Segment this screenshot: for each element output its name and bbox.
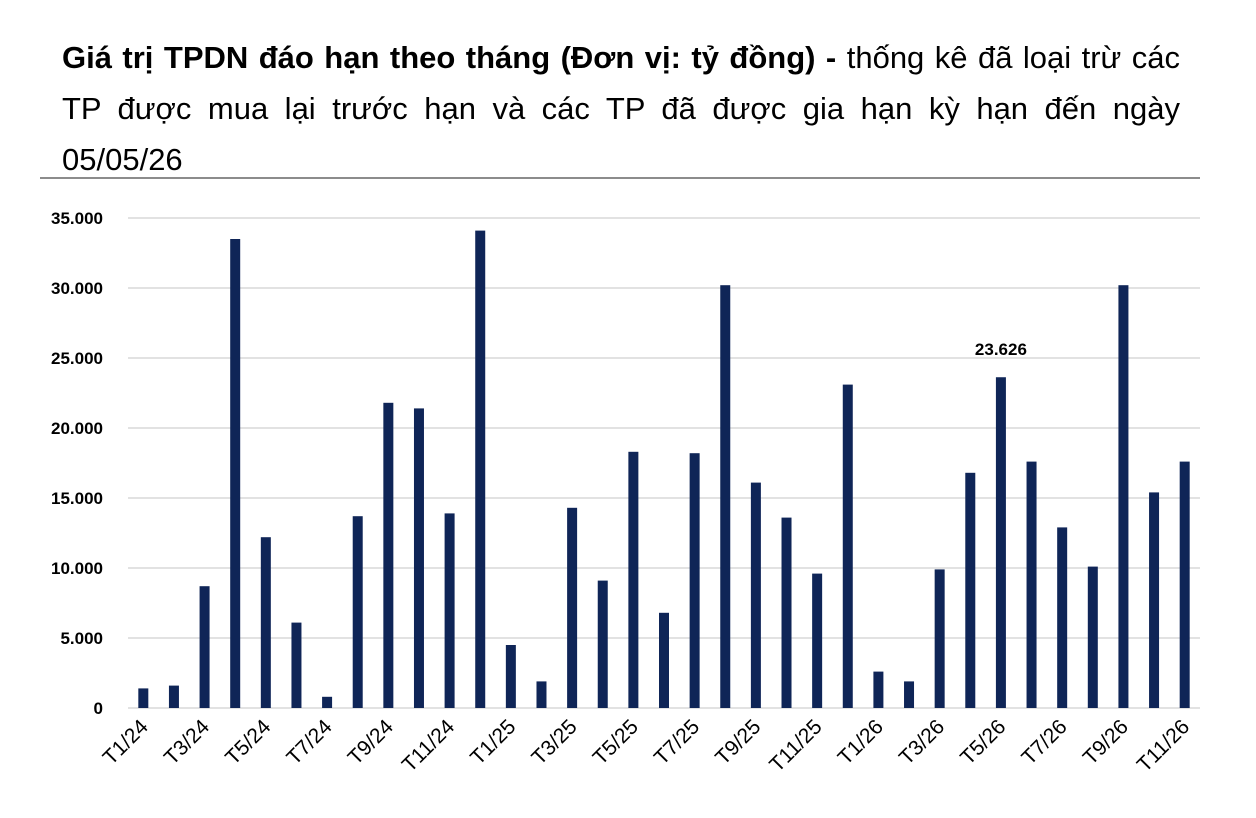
bar bbox=[628, 451, 639, 708]
y-tick-label: 0 bbox=[94, 699, 103, 718]
bar bbox=[781, 517, 792, 708]
bar bbox=[260, 537, 271, 708]
bar bbox=[352, 516, 363, 708]
x-tick-label: T7/26 bbox=[1017, 715, 1071, 769]
x-tick-label: T3/26 bbox=[895, 715, 949, 769]
x-tick-label: T7/25 bbox=[650, 715, 704, 769]
bar bbox=[138, 688, 149, 708]
bar bbox=[995, 377, 1006, 708]
x-tick-label: T5/25 bbox=[589, 715, 643, 769]
x-tick-label: T5/24 bbox=[221, 715, 275, 769]
bar bbox=[597, 580, 608, 708]
bar bbox=[291, 622, 302, 708]
x-tick-label: T1/24 bbox=[99, 715, 153, 769]
bar bbox=[383, 402, 394, 708]
bar bbox=[505, 645, 516, 708]
bar bbox=[1026, 461, 1037, 708]
y-tick-label: 15.000 bbox=[51, 489, 103, 508]
bar bbox=[322, 696, 333, 708]
bar bbox=[475, 230, 486, 708]
bar bbox=[750, 482, 761, 708]
y-tick-label: 20.000 bbox=[51, 419, 103, 438]
x-tick-label: T5/26 bbox=[956, 715, 1010, 769]
bar bbox=[1087, 566, 1098, 708]
x-tick-label: T11/24 bbox=[398, 715, 460, 777]
bar bbox=[230, 239, 241, 708]
bar bbox=[904, 681, 915, 708]
bar bbox=[689, 453, 700, 708]
x-tick-label: T3/24 bbox=[160, 715, 214, 769]
bar bbox=[873, 671, 884, 708]
y-tick-label: 30.000 bbox=[51, 279, 103, 298]
bar bbox=[965, 472, 976, 708]
bar bbox=[444, 513, 455, 708]
bar bbox=[168, 685, 179, 708]
y-tick-label: 10.000 bbox=[51, 559, 103, 578]
bar bbox=[842, 384, 853, 708]
x-tick-label: T9/24 bbox=[344, 715, 398, 769]
y-tick-label: 5.000 bbox=[60, 629, 103, 648]
bar bbox=[567, 507, 578, 708]
bar bbox=[413, 408, 424, 708]
chart-title: Giá trị TPDN đáo hạn theo tháng (Đơn vị:… bbox=[62, 40, 837, 75]
x-tick-label: T9/25 bbox=[711, 715, 765, 769]
x-tick-label: T11/25 bbox=[765, 715, 826, 776]
bar bbox=[1149, 492, 1160, 708]
bar bbox=[659, 612, 669, 708]
x-tick-label: T7/24 bbox=[282, 715, 336, 769]
bar bbox=[1057, 527, 1068, 708]
x-tick-label: T1/26 bbox=[834, 715, 888, 769]
y-tick-label: 25.000 bbox=[51, 349, 103, 368]
bar bbox=[1118, 285, 1129, 708]
chart-subtitle: thống kê đã loại trừ các TP được mua lại… bbox=[62, 40, 1180, 177]
bar bbox=[812, 573, 823, 708]
x-tick-label: T1/25 bbox=[466, 715, 520, 769]
bar bbox=[720, 285, 731, 708]
y-axis-labels: 0 5.000 10.000 15.000 20.000 25.000 30.000 35.0… bbox=[51, 209, 103, 718]
x-tick-label: T9/26 bbox=[1079, 715, 1133, 769]
y-tick-label: 35.000 bbox=[51, 209, 103, 228]
x-tick-label: T11/26 bbox=[1133, 715, 1194, 776]
bar bbox=[536, 681, 547, 708]
bar bbox=[934, 569, 945, 708]
bar bbox=[1179, 461, 1190, 708]
bar bbox=[199, 586, 210, 708]
x-tick-label: T3/25 bbox=[527, 715, 581, 769]
value-label: 23.626 bbox=[975, 340, 1027, 359]
title-block: Giá trị TPDN đáo hạn theo tháng (Đơn vị:… bbox=[62, 32, 1180, 185]
